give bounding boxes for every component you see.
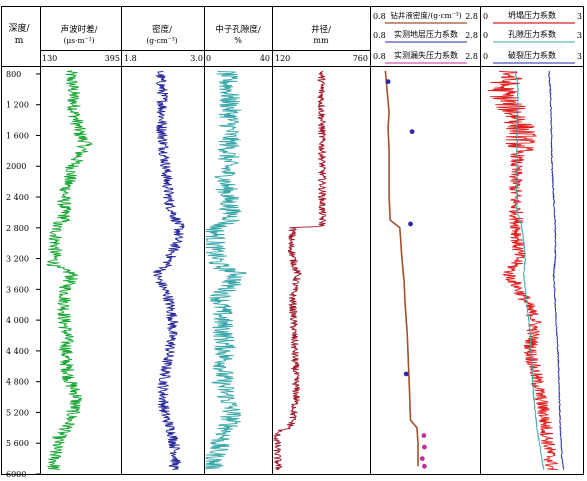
depth-tick-label: 2 400 [6, 193, 29, 202]
depth-tick-label: 5 200 [6, 408, 29, 417]
series-line [487, 70, 559, 471]
data-point [408, 221, 413, 227]
series-line [205, 70, 247, 470]
track5-legend-2-max: 2.8 [465, 31, 478, 40]
track1-scale-max: 395 [105, 54, 120, 63]
series-line [384, 70, 419, 467]
data-point [409, 129, 415, 135]
track2-scale-max: 3.0 [190, 54, 203, 63]
track5-legend-2-label: 实测地层压力系数 [394, 29, 458, 39]
depth-tick-label: 800 [6, 70, 21, 79]
track6-legend-2-label: 孔隙压力系数 [508, 29, 556, 39]
track5-legend-1-label: 钻井液密度/(g·cm⁻³) [390, 10, 461, 20]
frame [1, 6, 584, 475]
track3-title: 中子孔隙度/ [215, 24, 261, 35]
track2-title: 密度/ [152, 24, 172, 35]
track6-legend-1-max: 3 [577, 12, 582, 21]
depth-tick-label: 3 600 [6, 285, 29, 294]
curves-layer [46, 70, 565, 471]
track6-legend-3-min: 0 [483, 52, 488, 61]
track4-title: 井径/ [311, 24, 331, 35]
track1-scale-min: 130 [42, 54, 57, 63]
depth-axis-unit: m [15, 36, 24, 46]
data-point [422, 463, 427, 469]
track5-legend-1-max: 2.8 [465, 12, 478, 21]
track1-title: 声波时差/ [61, 24, 98, 35]
track2-scale-min: 1.8 [124, 54, 137, 63]
track6-legend-3-label: 破裂压力系数 [508, 50, 556, 60]
track6-legend-2-min: 0 [483, 31, 488, 40]
track6-legend-1-label: 坍塌压力系数 [508, 10, 556, 20]
track5-legend-3-min: 0.8 [373, 52, 386, 61]
track2-unit: (g·cm⁻³) [146, 36, 177, 45]
track3-scale-max: 40 [260, 54, 270, 63]
track5-legend-3-label: 实测漏失压力系数 [394, 50, 458, 60]
track1-unit: (μs·m⁻¹) [63, 36, 94, 45]
depth-tick-label: 1 600 [6, 131, 29, 140]
track6-legend-3-max: 3 [577, 52, 582, 61]
series-line [514, 70, 545, 471]
track5-legend-1-min: 0.8 [373, 12, 386, 21]
depth-tick-label: 3 200 [6, 255, 29, 264]
depth-tick-label: 4 400 [6, 347, 29, 356]
depth-tick-label: 1 200 [6, 101, 29, 110]
depth-tick-label: 5 600 [6, 439, 29, 448]
series-line [273, 70, 327, 471]
depth-tick-label: 4 800 [6, 378, 29, 387]
data-point [385, 79, 391, 85]
data-point [419, 456, 425, 462]
track6-legend-2-max: 3 [577, 31, 582, 40]
data-point [422, 444, 427, 450]
track3-scale-min: 0 [206, 54, 211, 63]
series-line [46, 70, 94, 471]
depth-tick-label: 4 000 [6, 316, 29, 325]
track5-legend-3-max: 2.8 [465, 52, 478, 61]
track5-legend-2-min: 0.8 [373, 31, 386, 40]
depth-tick-label: 2 800 [6, 224, 29, 233]
depth-tick-label: 2000 [6, 162, 26, 171]
data-point [421, 433, 427, 438]
data-point [403, 371, 409, 377]
series-line [548, 70, 565, 470]
depth-axis: 800 1 200 1 600 2000 2 400 2 800 3 200 3 600 4 0… [6, 70, 41, 479]
track3-unit: % [234, 36, 242, 45]
track6-legend-1-min: 0 [483, 12, 488, 21]
track4-scale-max: 760 [353, 54, 368, 63]
track4-scale-min: 120 [275, 54, 290, 63]
track4-unit: mm [313, 36, 329, 45]
series-line [152, 70, 185, 471]
depth-axis-title: 深度/ [8, 22, 30, 34]
